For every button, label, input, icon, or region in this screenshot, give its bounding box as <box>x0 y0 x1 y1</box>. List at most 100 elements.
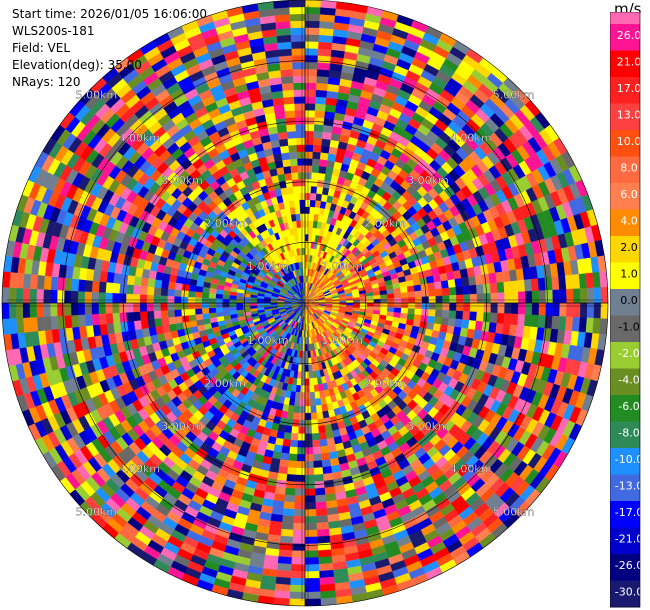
velocity-cell <box>496 312 505 325</box>
velocity-cell <box>558 275 567 290</box>
velocity-cell <box>592 271 601 289</box>
velocity-cell <box>314 398 322 406</box>
velocity-cell <box>289 439 298 448</box>
velocity-cell <box>317 549 332 558</box>
velocity-cell <box>22 317 32 333</box>
velocity-cell <box>469 302 478 313</box>
velocity-cell <box>316 75 329 84</box>
velocity-cell <box>316 82 329 91</box>
velocity-cell <box>393 307 402 314</box>
velocity-cell <box>98 302 106 314</box>
velocity-cell <box>414 308 423 316</box>
velocity-cell <box>160 310 169 319</box>
velocity-cell <box>292 536 306 545</box>
velocity-cell <box>277 466 288 475</box>
velocity-cell <box>318 165 327 174</box>
velocity-cell <box>304 543 319 552</box>
velocity-cell <box>454 318 463 328</box>
velocity-cell <box>286 467 297 476</box>
velocity-cell <box>483 302 492 313</box>
velocity-cell <box>291 557 306 565</box>
velocity-cell <box>304 536 318 545</box>
velocity-cell <box>449 294 457 304</box>
velocity-cell <box>304 433 313 441</box>
velocity-cell <box>504 292 512 304</box>
velocity-cell <box>469 293 478 304</box>
velocity-cell <box>387 298 395 304</box>
velocity-cell <box>291 426 299 434</box>
velocity-cell <box>277 556 292 565</box>
velocity-cell <box>284 425 293 434</box>
velocity-cell <box>285 418 293 427</box>
velocity-cell <box>304 27 320 35</box>
velocity-cell <box>249 302 258 307</box>
velocity-cell <box>593 287 602 304</box>
velocity-cell <box>289 584 306 593</box>
velocity-cell <box>167 309 176 318</box>
velocity-cell <box>318 556 333 565</box>
velocity-cell <box>125 293 134 304</box>
velocity-cell <box>311 426 319 434</box>
velocity-cell <box>571 274 581 290</box>
velocity-cell <box>1 302 10 320</box>
velocity-cell <box>310 405 317 414</box>
velocity-cell <box>208 312 217 319</box>
velocity-cell <box>322 131 333 140</box>
velocity-cell <box>161 280 170 289</box>
velocity-cell <box>290 571 306 579</box>
velocity-cell <box>181 283 190 291</box>
velocity-cell <box>304 454 314 462</box>
velocity-cell <box>308 378 314 386</box>
velocity-cell <box>310 419 319 427</box>
velocity-cell <box>50 289 58 304</box>
velocity-cell <box>524 279 533 292</box>
velocity-cell <box>413 284 422 292</box>
velocity-cell <box>167 316 176 325</box>
velocity-cell <box>552 302 560 317</box>
velocity-cell <box>293 516 306 524</box>
velocity-cell <box>579 302 588 318</box>
velocity-cell <box>70 302 79 316</box>
velocity-cell <box>181 315 190 323</box>
velocity-cell <box>174 315 183 324</box>
velocity-cell <box>304 206 311 214</box>
velocity-cell <box>119 312 128 323</box>
velocity-cell <box>286 474 297 482</box>
velocity-cell <box>447 279 456 289</box>
velocity-cell <box>304 172 312 180</box>
velocity-cell <box>77 279 86 292</box>
velocity-cell <box>290 432 299 441</box>
velocity-cell <box>313 130 324 139</box>
velocity-cell <box>133 275 142 286</box>
velocity-cell <box>304 82 317 90</box>
velocity-cell <box>281 515 294 524</box>
velocity-cell <box>320 452 330 461</box>
velocity-cell <box>146 286 155 296</box>
velocity-cell <box>524 302 533 316</box>
velocity-cell <box>309 199 316 208</box>
velocity-cell <box>304 0 322 8</box>
velocity-cell <box>283 494 296 503</box>
velocity-cell <box>297 433 306 441</box>
velocity-cell <box>373 298 381 304</box>
velocity-cell <box>105 302 113 314</box>
velocity-cell <box>517 279 526 292</box>
velocity-cell <box>304 502 316 510</box>
velocity-cell <box>346 300 354 304</box>
velocity-cell <box>304 371 310 379</box>
velocity-cell <box>585 272 594 289</box>
velocity-cell <box>317 425 326 434</box>
velocity-cell <box>313 474 324 482</box>
velocity-cell <box>304 467 315 476</box>
velocity-cell <box>174 282 183 291</box>
velocity-cell <box>317 418 325 427</box>
velocity-cell <box>304 178 312 187</box>
velocity-cell <box>112 302 120 314</box>
velocity-cell <box>304 474 315 483</box>
velocity-cell <box>126 284 134 295</box>
velocity-cell <box>304 130 315 139</box>
velocity-cells <box>1 0 609 607</box>
velocity-cell <box>530 278 539 292</box>
velocity-cell <box>208 297 216 304</box>
